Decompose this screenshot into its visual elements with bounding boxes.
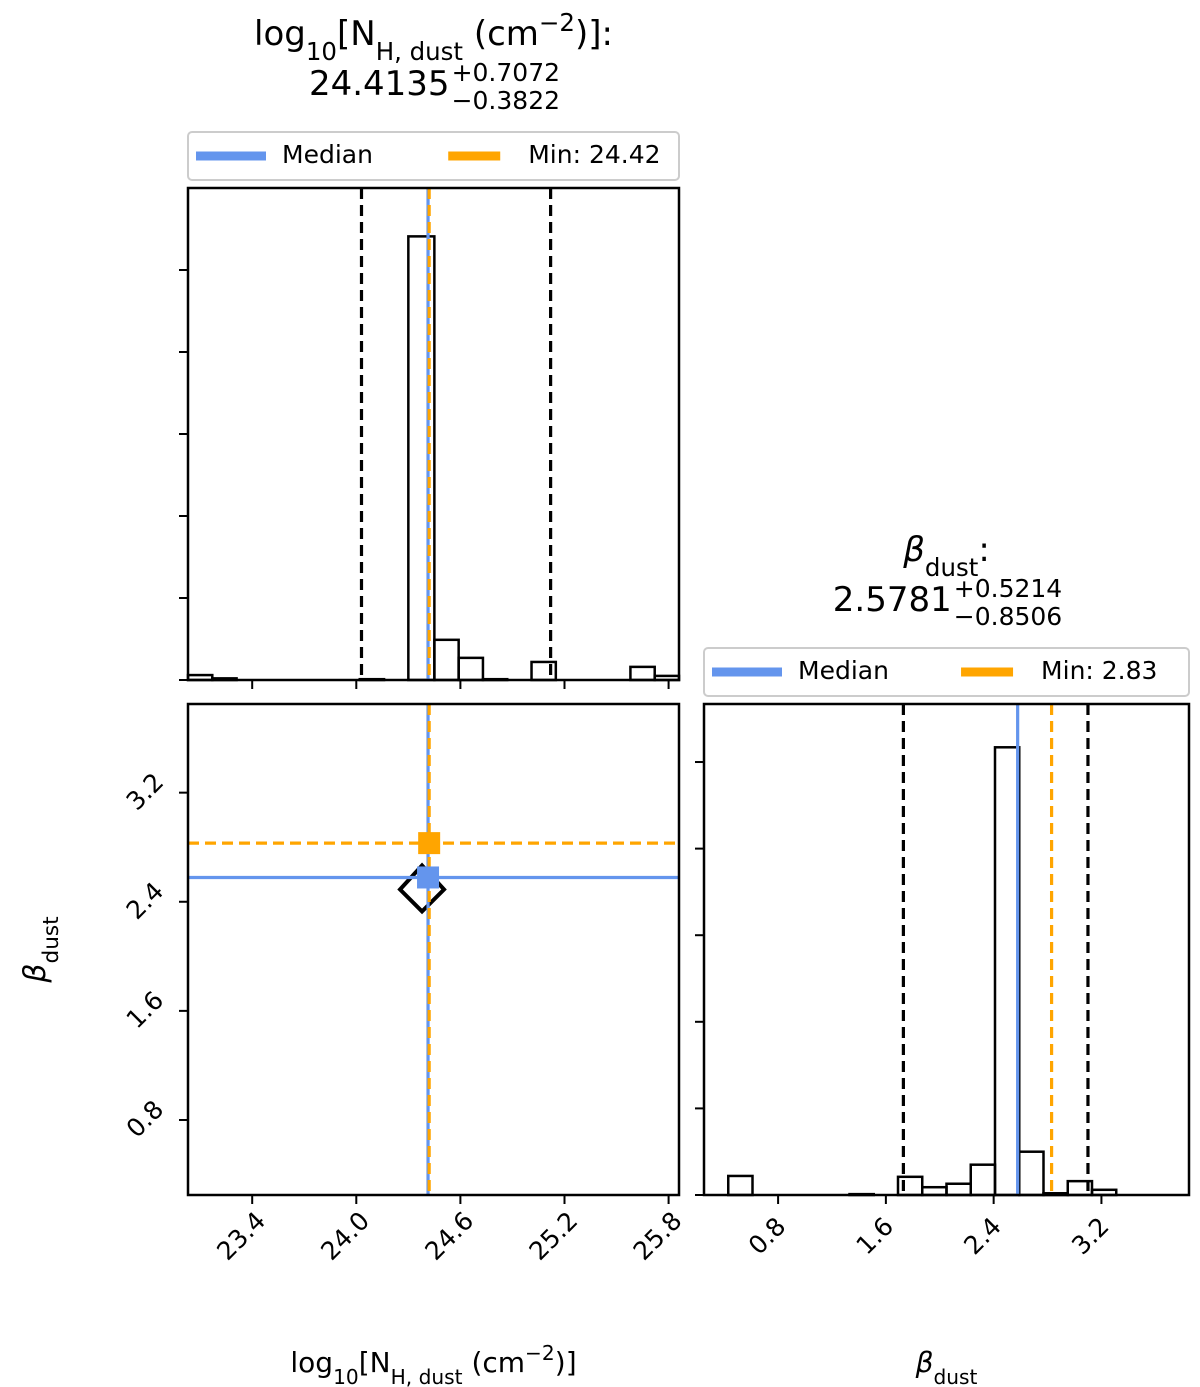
y-tick-label: 2.4 bbox=[121, 876, 170, 925]
label-part: log bbox=[254, 14, 306, 54]
x-axis-label: βdust bbox=[915, 1346, 978, 1387]
x-tick-label: 3.2 bbox=[1066, 1212, 1115, 1261]
title-plus: +0.7072 bbox=[452, 58, 560, 87]
title-plus: +0.5214 bbox=[954, 574, 1062, 603]
label-part: [N bbox=[359, 1346, 391, 1379]
title-value: 2.5781 bbox=[833, 580, 952, 620]
histogram-bar bbox=[433, 638, 460, 682]
label-part: [N bbox=[337, 14, 376, 54]
histogram-bar bbox=[969, 1163, 997, 1197]
label-part: −2 bbox=[539, 8, 575, 37]
y-tick-label: 1.6 bbox=[121, 986, 170, 1035]
plot-frame bbox=[186, 186, 681, 682]
title-minus: −0.3822 bbox=[452, 86, 560, 115]
legend-label: Median bbox=[798, 656, 889, 685]
y-axis-label: βdust bbox=[18, 916, 64, 983]
x-tick-label: 24.0 bbox=[315, 1206, 375, 1266]
legend-box bbox=[703, 647, 1190, 697]
histogram-bar bbox=[457, 656, 485, 682]
x-tick-label: 25.8 bbox=[628, 1206, 688, 1266]
title-value: 24.4135 bbox=[309, 64, 450, 104]
label-part: log bbox=[290, 1346, 333, 1379]
legend-label: Min: 2.83 bbox=[1041, 656, 1157, 685]
label-part: H, dust bbox=[376, 37, 464, 66]
label-part: 10 bbox=[306, 37, 337, 66]
histogram-bar bbox=[945, 1182, 972, 1197]
histogram-bar bbox=[993, 746, 1021, 1197]
label-part: −2 bbox=[525, 1341, 555, 1365]
legend-label: Median bbox=[282, 140, 373, 169]
x-axis-label: log10[NH, dust (cm−2)] bbox=[290, 1341, 576, 1387]
x-tick-label: 2.4 bbox=[958, 1212, 1007, 1261]
label-part: dust bbox=[39, 916, 64, 963]
label-part: dust bbox=[933, 1365, 977, 1387]
label-part: β bbox=[902, 530, 925, 570]
label-part: dust bbox=[925, 553, 979, 582]
legend-box bbox=[187, 131, 680, 181]
x-tick-label: 1.6 bbox=[851, 1212, 900, 1261]
label-part: β bbox=[18, 963, 53, 983]
chart-title: βdust: bbox=[902, 530, 990, 582]
x-tick-label: 25.2 bbox=[523, 1206, 583, 1266]
label-part: 10 bbox=[333, 1365, 359, 1387]
point bbox=[417, 866, 440, 889]
plot-frame bbox=[702, 702, 1191, 1197]
label-part: )]: bbox=[575, 14, 613, 54]
label-part: β bbox=[915, 1346, 934, 1379]
plot-frame bbox=[186, 702, 681, 1197]
point bbox=[418, 832, 441, 855]
y-tick-label: 0.8 bbox=[121, 1095, 170, 1144]
histogram-bar bbox=[896, 1175, 924, 1197]
x-tick-label: 0.8 bbox=[743, 1212, 792, 1261]
histogram-bar bbox=[1018, 1150, 1045, 1197]
label-part: H, dust bbox=[391, 1365, 463, 1387]
y-tick-label: 3.2 bbox=[121, 767, 170, 816]
chart-title: log10[NH, dust (cm−2)]: bbox=[254, 8, 613, 66]
legend-label: Min: 24.42 bbox=[528, 140, 660, 169]
title-minus: −0.8506 bbox=[954, 602, 1062, 631]
label-part: )] bbox=[555, 1346, 577, 1379]
x-tick-label: 23.4 bbox=[211, 1206, 271, 1266]
label-part: (cm bbox=[463, 1346, 526, 1379]
histogram-bar bbox=[629, 665, 656, 682]
x-tick-label: 24.6 bbox=[419, 1206, 479, 1266]
histogram-bar bbox=[727, 1174, 754, 1197]
label-part: : bbox=[978, 530, 989, 570]
label-part: (cm bbox=[463, 14, 539, 54]
